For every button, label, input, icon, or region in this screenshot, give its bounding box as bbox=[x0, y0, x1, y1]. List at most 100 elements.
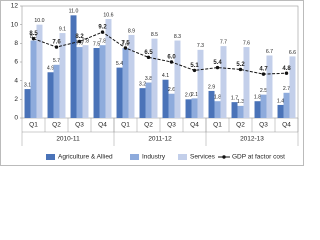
bar bbox=[208, 90, 215, 118]
value-label: 7.6 bbox=[76, 40, 83, 46]
value-label: 5.4 bbox=[116, 61, 123, 67]
bar bbox=[122, 48, 129, 118]
group-label: 2011-12 bbox=[148, 136, 172, 143]
value-label: 4.1 bbox=[162, 73, 169, 79]
bar bbox=[162, 79, 169, 118]
bar bbox=[139, 88, 146, 118]
chart: 0 2 4 6 8 10 12 Q1 Q2 Q3 Q4 Q1 Q2 Q3 Q4 Q1 Q2 Q3 Q4 2010-11… bbox=[0, 0, 304, 166]
value-label: 7.7 bbox=[220, 40, 227, 46]
line-point bbox=[123, 46, 128, 50]
value-label: 4.7 bbox=[259, 67, 268, 73]
bar bbox=[82, 45, 89, 119]
y-tick-label: 2 bbox=[14, 96, 18, 103]
bar bbox=[145, 82, 152, 118]
bar bbox=[30, 40, 37, 118]
y-tick-label: 10 bbox=[11, 21, 19, 28]
y-tick-label: 4 bbox=[14, 77, 18, 84]
bar bbox=[260, 94, 267, 118]
group-label: 2012-13 bbox=[240, 136, 264, 143]
x-tick-label: Q3 bbox=[259, 122, 268, 129]
bar bbox=[220, 46, 227, 119]
x-tick-label: Q3 bbox=[75, 122, 84, 129]
value-label: 7.8 bbox=[99, 39, 106, 45]
legend-swatch bbox=[46, 154, 55, 160]
line-point bbox=[215, 65, 220, 70]
bar bbox=[105, 19, 112, 118]
value-label: 10.6 bbox=[103, 12, 113, 18]
legend-swatch bbox=[178, 154, 187, 160]
bar bbox=[231, 102, 238, 118]
legend-swatch bbox=[130, 154, 139, 160]
value-label: 7.5 bbox=[121, 41, 130, 47]
x-tick-label: Q4 bbox=[190, 122, 199, 129]
value-label: 2.6 bbox=[168, 87, 175, 93]
value-label: 7.6 bbox=[52, 40, 61, 46]
value-label: 8.3 bbox=[174, 34, 181, 40]
line-point bbox=[169, 60, 174, 64]
value-label: 5.2 bbox=[236, 62, 245, 68]
value-label: 9.1 bbox=[59, 26, 66, 32]
value-label: 2.1 bbox=[191, 92, 198, 98]
x-tick-label: Q4 bbox=[282, 122, 291, 129]
value-label: 1.4 bbox=[277, 98, 284, 104]
line-point bbox=[100, 30, 105, 34]
x-tick-label: Q2 bbox=[236, 122, 245, 129]
bar bbox=[53, 64, 60, 118]
value-label: 6.0 bbox=[167, 55, 176, 61]
value-label: 9.2 bbox=[98, 25, 107, 31]
value-label: 6.7 bbox=[266, 49, 273, 55]
bar bbox=[277, 104, 284, 118]
bar bbox=[36, 24, 43, 119]
bar bbox=[237, 105, 244, 118]
value-label: 4.8 bbox=[282, 66, 291, 72]
value-label: 11.0 bbox=[69, 9, 79, 15]
legend-swatch bbox=[222, 155, 226, 159]
bar bbox=[254, 101, 261, 118]
line-point bbox=[146, 55, 151, 60]
value-label: 8.5 bbox=[151, 32, 158, 38]
line-point bbox=[77, 39, 82, 44]
x-tick-label: Q3 bbox=[167, 122, 176, 129]
x-tick-label: Q1 bbox=[121, 122, 130, 129]
x-tick-label: Q1 bbox=[213, 122, 222, 129]
bar bbox=[243, 47, 250, 118]
bar bbox=[70, 15, 77, 118]
bar bbox=[168, 93, 175, 118]
group-label: 2010-11 bbox=[56, 136, 80, 143]
value-label: 3.2 bbox=[139, 82, 146, 88]
legend-label: Industry bbox=[142, 154, 166, 161]
bar bbox=[151, 38, 158, 118]
bar bbox=[47, 72, 54, 118]
value-label: 5.1 bbox=[190, 63, 199, 69]
value-label: 7.5 bbox=[122, 41, 129, 47]
value-label: 6.6 bbox=[289, 50, 296, 56]
bar bbox=[214, 101, 221, 118]
value-label: 5.7 bbox=[53, 58, 60, 64]
bar bbox=[283, 92, 290, 118]
bar bbox=[76, 47, 83, 118]
value-label: 7.6 bbox=[243, 40, 250, 46]
bar bbox=[116, 67, 123, 118]
value-label: 3.1 bbox=[24, 82, 31, 88]
line-point bbox=[284, 71, 289, 75]
value-label: 8.3 bbox=[30, 34, 37, 40]
value-label: 6.5 bbox=[144, 50, 153, 56]
bar bbox=[99, 45, 106, 119]
bar bbox=[191, 98, 198, 118]
x-tick-label: Q2 bbox=[52, 122, 61, 129]
legend-label: GDP at factor cost bbox=[232, 154, 285, 161]
x-tick-label: Q1 bbox=[29, 122, 38, 129]
line bbox=[33, 31, 287, 75]
bar bbox=[24, 89, 31, 118]
line-point bbox=[31, 36, 36, 41]
legend-label: Agriculture & Allied bbox=[58, 154, 113, 161]
bar bbox=[197, 49, 204, 118]
value-label: 1.7 bbox=[231, 96, 238, 102]
x-tick-label: Q4 bbox=[98, 122, 107, 129]
value-label: 7.5 bbox=[93, 41, 100, 47]
value-label: 8.5 bbox=[29, 31, 38, 37]
line-point bbox=[238, 67, 243, 72]
bar bbox=[59, 33, 66, 118]
bar bbox=[128, 34, 135, 118]
value-label: 5.4 bbox=[213, 60, 222, 66]
